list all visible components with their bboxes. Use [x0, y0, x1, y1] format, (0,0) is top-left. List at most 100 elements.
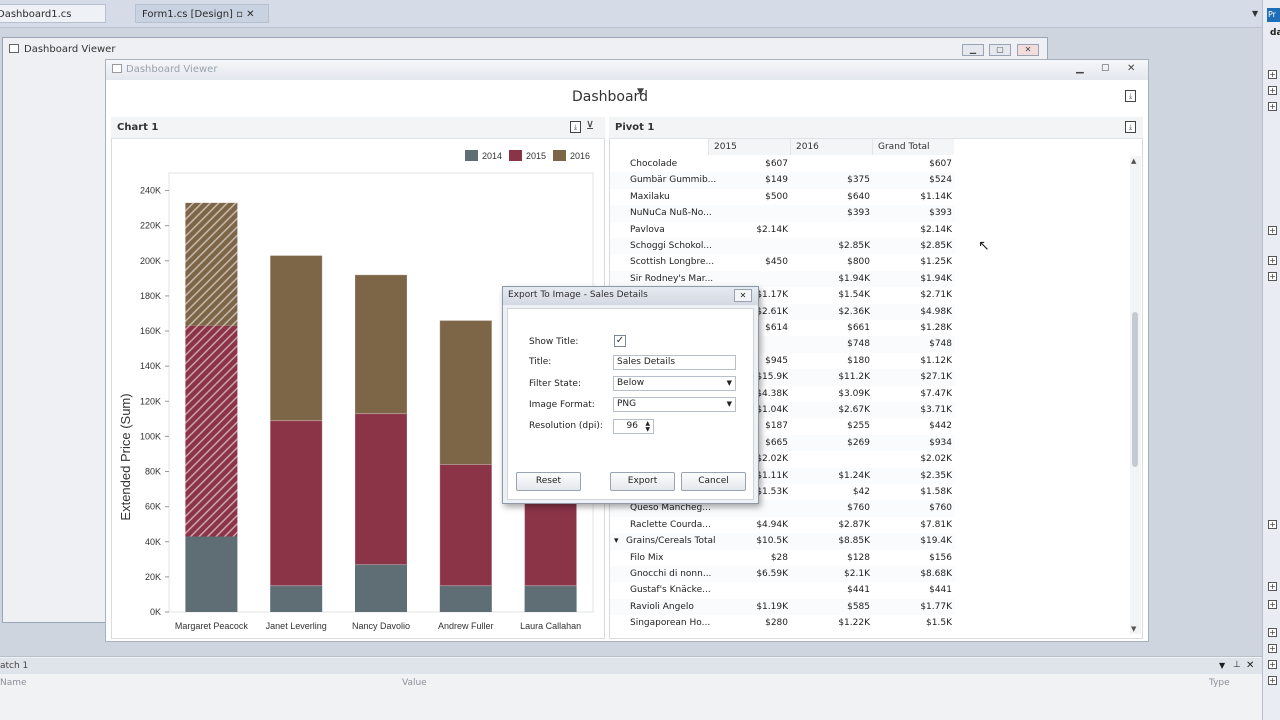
title-input[interactable]: Sales Details — [613, 355, 736, 370]
bar-2016-nancy-davolio[interactable] — [354, 274, 408, 415]
close-button[interactable]: ✕ — [1017, 44, 1039, 56]
expand-icon[interactable]: + — [1268, 600, 1277, 609]
pivot-row[interactable]: Scottish Longbre... $450 $800 $1.25K — [610, 254, 955, 270]
legend-label[interactable]: 2015 — [526, 151, 546, 161]
pivot-row[interactable]: Gnocchi di nonn... $6.59K $2.1K $8.68K — [610, 566, 955, 583]
pivot-row[interactable]: Gumbär Gummib... $149 $375 $524 — [610, 172, 955, 189]
scroll-up-icon[interactable]: ▲ — [1131, 157, 1137, 165]
dropdown-arrow-icon[interactable]: ▼ — [1252, 9, 1259, 18]
pivot-row[interactable]: $2.02K $2.02K — [610, 451, 955, 467]
reset-button[interactable]: Reset — [516, 472, 581, 491]
pivot-row[interactable]: Schoggi Schokol... $2.85K $2.85K — [610, 238, 955, 255]
maximize-button[interactable]: ▢ — [1101, 63, 1110, 73]
outer-window-title: Dashboard Viewer — [24, 44, 116, 55]
scrollbar-thumb[interactable] — [1132, 312, 1138, 467]
pin-icon[interactable]: ⊥ — [1233, 660, 1241, 670]
bar-2014-nancy-davolio[interactable] — [355, 564, 407, 612]
scroll-down-icon[interactable]: ▼ — [1131, 625, 1137, 633]
expand-icon[interactable]: + — [1268, 520, 1277, 529]
column-header[interactable]: 2016 — [790, 139, 872, 155]
dialog-close-button[interactable]: ✕ — [734, 289, 752, 302]
pivot-row[interactable]: $1.53K $42 $1.58K — [610, 484, 955, 500]
minimize-button[interactable]: ▁ — [1076, 63, 1084, 74]
pivot-row[interactable]: Gustaf's Knäcke... $441 $441 — [610, 582, 955, 598]
bar-2015-nancy-davolio[interactable] — [354, 413, 408, 566]
export-icon[interactable]: ⤓ — [570, 121, 581, 133]
expand-icon[interactable]: + — [1268, 582, 1277, 591]
column-name[interactable]: Name — [0, 678, 27, 688]
pivot-row[interactable]: Raclette Courda... $4.94K $2.87K $7.81K — [610, 517, 955, 533]
close-button[interactable]: ✕ — [1127, 63, 1136, 74]
expand-icon[interactable]: + — [1268, 644, 1277, 653]
minimize-button[interactable]: ▁ — [962, 44, 984, 56]
filter-icon[interactable]: ▼ — [637, 87, 644, 97]
bar-2014-margaret-peacock[interactable] — [185, 536, 238, 612]
export-icon[interactable]: ⤓ — [1125, 121, 1136, 133]
expand-icon[interactable]: + — [1268, 676, 1277, 685]
cell-grand-total: $8.68K — [920, 569, 952, 579]
pivot-row[interactable]: $945 $180 $1.12K — [610, 353, 955, 369]
tab-dashboard1-design[interactable]: Dashboard1.cs [Design] ▫ — [0, 4, 106, 39]
spin-arrows-icon[interactable]: ▲ ▼ — [645, 420, 650, 433]
pivot-row[interactable]: $614 $661 $1.28K — [610, 320, 955, 336]
show-title-checkbox[interactable]: ✓ — [614, 335, 626, 347]
legend-label[interactable]: 2014 — [482, 151, 502, 161]
tab-form1-design[interactable]: Form1.cs [Design] ▫ ✕ — [135, 4, 269, 23]
expand-icon[interactable]: + — [1268, 628, 1277, 637]
close-icon[interactable]: ✕ — [1246, 660, 1255, 671]
window-icon — [112, 64, 122, 73]
pivot-row[interactable]: Ravioli Angelo $1.19K $585 $1.77K — [610, 598, 955, 616]
pivot-row[interactable]: NuNuCa Nuß-No... $393 $393 — [610, 205, 955, 222]
expand-icon[interactable]: + — [1268, 226, 1277, 235]
cell-2016: $640 — [847, 191, 870, 202]
chevron-down-icon[interactable]: ▼ — [726, 400, 732, 408]
bar-2014-andrew-fuller[interactable] — [439, 585, 492, 612]
pivot-row[interactable]: Chocolade $607 $607 — [610, 156, 955, 172]
expand-icon[interactable]: + — [1268, 70, 1277, 79]
column-header[interactable]: Grand Total — [872, 139, 954, 155]
chevron-down-icon[interactable]: ▼ — [726, 379, 732, 387]
column-type[interactable]: Type — [1209, 678, 1230, 688]
pivot-row[interactable]: Maxilaku $500 $640 $1.14K — [610, 189, 955, 205]
pin-icon[interactable]: ▫ — [236, 9, 243, 20]
export-icon[interactable]: ⤓ — [1125, 90, 1136, 102]
y-tick-label: 180K — [140, 291, 161, 301]
maximize-button[interactable]: ▢ — [989, 44, 1011, 56]
pivot-row[interactable]: $1.17K $1.54K $2.71K — [610, 287, 955, 303]
pivot-row[interactable]: Pavlova $2.14K $2.14K — [610, 222, 955, 238]
filter-state-select[interactable]: Below ▼ — [613, 376, 736, 391]
bar-2016-janet-leverling[interactable] — [269, 255, 323, 422]
bar-2014-janet-leverling[interactable] — [270, 585, 323, 612]
bar-2014-laura-callahan[interactable] — [524, 585, 577, 612]
cancel-button[interactable]: Cancel — [681, 472, 746, 491]
export-button[interactable]: Export — [610, 472, 675, 491]
legend-label[interactable]: 2016 — [570, 151, 590, 161]
pivot-row[interactable]: Singaporean Ho... $280 $1.22K $1.5K — [610, 615, 955, 631]
image-format-select[interactable]: PNG ▼ — [613, 397, 736, 412]
dropdown-arrow-icon[interactable]: ▼ — [1219, 661, 1226, 670]
pivot-row[interactable]: $187 $255 $442 — [610, 418, 955, 434]
properties-tab[interactable]: Pr — [1267, 8, 1280, 22]
pivot-row[interactable]: ▾ Grains/Cereals Total $10.5K $8.85K $19.4K — [610, 533, 955, 550]
collapse-icon[interactable]: ▾ — [614, 536, 619, 547]
show-title-label: Show Title: — [529, 337, 579, 347]
bar-2015-janet-leverling[interactable] — [269, 420, 323, 587]
close-icon[interactable]: ✕ — [246, 9, 255, 20]
expand-icon[interactable]: + — [1268, 256, 1277, 265]
pivot-row[interactable]: Filo Mix $28 $128 $156 — [610, 550, 955, 566]
expand-icon[interactable]: + — [1268, 272, 1277, 281]
column-value[interactable]: Value — [402, 678, 427, 688]
pivot-row[interactable]: Queso Mancheg... $760 $760 — [610, 500, 955, 517]
pivot-row[interactable]: $4.38K $3.09K $7.47K — [610, 386, 955, 402]
expand-icon[interactable]: + — [1268, 660, 1277, 669]
watch-header — [0, 658, 1262, 674]
y-tick-label: 0K — [150, 607, 161, 617]
bar-2016-andrew-fuller[interactable] — [439, 320, 493, 465]
bar-2015-andrew-fuller[interactable] — [439, 463, 493, 587]
clear-filter-icon[interactable]: ⊻ — [586, 119, 595, 132]
column-header[interactable]: 2015 — [708, 139, 790, 155]
resolution-spin[interactable]: 96 ▲ ▼ — [613, 419, 654, 434]
expand-icon[interactable]: + — [1268, 102, 1277, 111]
expand-icon[interactable]: + — [1268, 86, 1277, 95]
pivot-row[interactable]: Sir Rodney's Mar... $1.94K $1.94K — [610, 270, 955, 288]
